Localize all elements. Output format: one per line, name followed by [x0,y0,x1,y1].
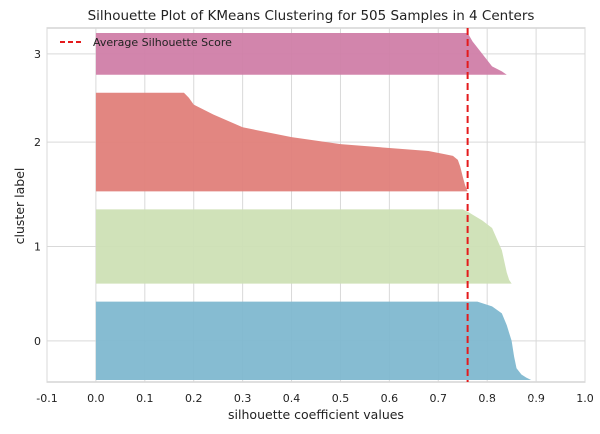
y-tick-label: 0 [34,335,41,348]
x-tick-label: 0.5 [332,392,350,405]
cluster-2-silhouette [95,92,468,192]
y-tick-label: 1 [34,241,41,254]
x-tick-label: 0.2 [185,392,203,405]
x-tick-label: 0.1 [136,392,154,405]
y-tick-label: 2 [34,136,41,149]
x-tick-label: 0.9 [527,392,545,405]
legend-label: Average Silhouette Score [93,36,232,49]
y-tick-labels: 0 1 2 3 [34,48,41,348]
x-tick-label: 0.4 [283,392,301,405]
x-tick-label: 0.0 [87,392,105,405]
x-tick-labels: -0.1 0.0 0.1 0.2 0.3 0.4 0.5 0.6 0.7 0.8 0.9 1.0 [36,392,593,405]
legend: Average Silhouette Score [60,36,232,49]
y-tick-label: 3 [34,48,41,61]
x-tick-label: 0.6 [381,392,399,405]
cluster-3-silhouette [95,33,507,75]
y-axis-title: cluster label [12,168,27,245]
silhouette-areas [95,33,532,380]
x-tick-label: 0.7 [430,392,448,405]
x-tick-label: 1.0 [576,392,594,405]
x-tick-label: -0.1 [36,392,57,405]
chart-title: Silhouette Plot of KMeans Clustering for… [88,8,535,24]
watermark-text: 知乎 @擎天薛日 [455,396,543,411]
x-tick-label: 0.3 [234,392,252,405]
cluster-1-silhouette [95,209,512,284]
cluster-0-silhouette [95,301,532,380]
x-tick-label: 0.8 [478,392,496,405]
x-axis-title: silhouette coefficient values [228,407,404,422]
